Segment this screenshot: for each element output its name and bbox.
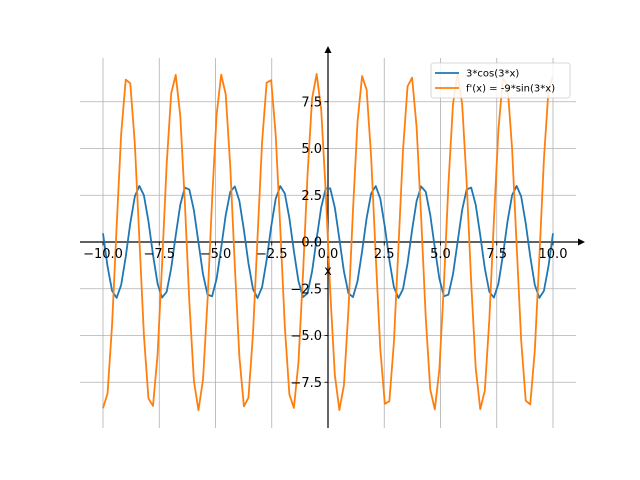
x-axis-arrow bbox=[578, 238, 585, 246]
y-axis-arrow bbox=[324, 46, 332, 53]
legend: 3*cos(3*x) f'(x) = -9*sin(3*x) bbox=[430, 62, 571, 99]
x-tick-label: −5.0 bbox=[200, 247, 232, 262]
x-tick-label: 5.0 bbox=[430, 247, 451, 262]
x-tick-label: 2.5 bbox=[374, 247, 395, 262]
x-axis-label: x bbox=[324, 264, 332, 279]
series-line-0 bbox=[102, 185, 554, 299]
series-lines bbox=[102, 72, 554, 412]
x-tick-label: −2.5 bbox=[256, 247, 288, 262]
x-tick-label: −10.0 bbox=[83, 247, 123, 262]
x-tick-label: 10.0 bbox=[539, 247, 568, 262]
tick-labels: −10.0 −7.5 −5.0 −2.5 0.0 2.5 5.0 7.5 10.0 −7.5 −5.… bbox=[83, 95, 567, 391]
y-tick-label: −2.5 bbox=[290, 282, 322, 297]
x-tick-label: 0.0 bbox=[318, 247, 339, 262]
y-tick-label: 5.0 bbox=[301, 142, 322, 157]
x-tick-label: 7.5 bbox=[486, 247, 507, 262]
y-tick-label: 0.0 bbox=[301, 236, 322, 251]
legend-label-1: f'(x) = -9*sin(3*x) bbox=[466, 84, 555, 95]
y-tick-label: 7.5 bbox=[301, 95, 322, 110]
series-line-1 bbox=[102, 72, 554, 412]
y-tick-label: −5.0 bbox=[290, 329, 322, 344]
y-tick-label: 2.5 bbox=[301, 189, 322, 204]
legend-box bbox=[430, 62, 571, 99]
y-tick-label: −7.5 bbox=[290, 376, 322, 391]
x-tick-label: −7.5 bbox=[143, 247, 175, 262]
legend-label-0: 3*cos(3*x) bbox=[466, 69, 519, 80]
